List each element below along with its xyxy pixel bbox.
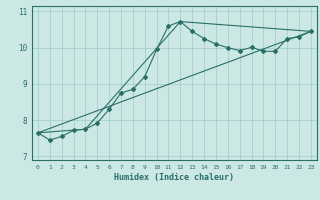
X-axis label: Humidex (Indice chaleur): Humidex (Indice chaleur) <box>115 173 234 182</box>
